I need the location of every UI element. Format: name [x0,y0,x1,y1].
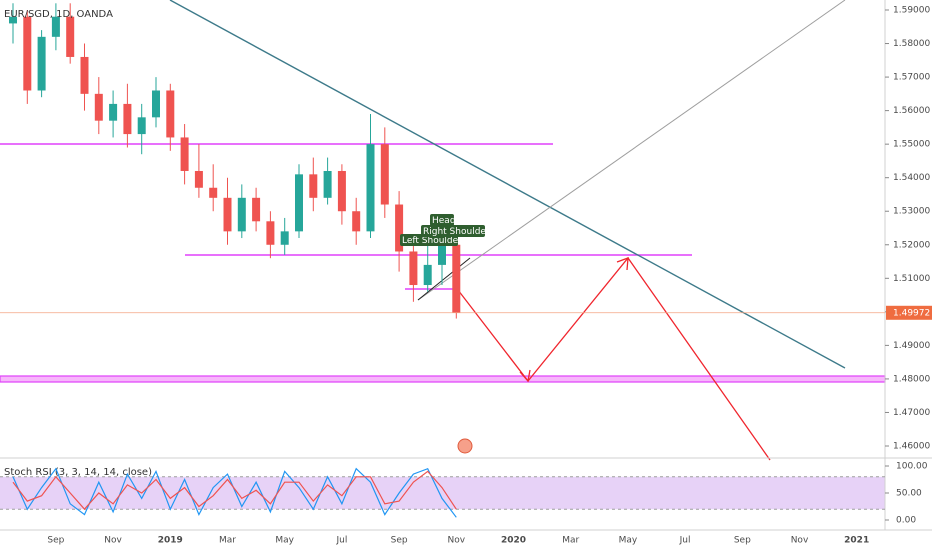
y-tick-label: 1.56000 [893,106,930,116]
x-tick-label: Nov [791,536,809,546]
candle-body [194,170,203,188]
chart-title: EUR/SGD, 1D, OANDA [4,9,113,20]
candle-body [223,197,232,232]
candle-body [423,264,432,286]
stoch-band [0,476,885,510]
x-tick-label: 2021 [844,536,869,546]
y-tick-label: 1.46000 [893,442,930,452]
candle-body [395,204,404,252]
candle-body [80,56,89,94]
y-tick-label: 1.57000 [893,73,930,83]
annotation-box [430,214,454,226]
candle-body [109,103,118,121]
y-tick-label: 1.51000 [893,274,930,284]
wedge-line [417,257,471,301]
candle-body [438,244,446,265]
candle-body [252,197,261,222]
x-tick-label: Sep [734,536,751,546]
candle-body [237,197,246,232]
y-tick-label: 1.48000 [893,374,930,384]
projection-path [457,256,771,461]
last-price-label: 1.49972 [893,308,930,318]
support-zone [0,375,886,383]
indicator-title: Stoch RSI (3, 3, 14, 14, close) [4,467,152,478]
candle-body [209,187,218,198]
y-tick-label: 1.54000 [893,173,930,183]
candle-body [94,93,103,121]
candle-body [452,244,461,313]
y-tick-label: 100.00 [896,462,928,472]
x-tick-label: Nov [448,536,466,546]
annotation: Right Shoulder [423,227,490,237]
stoch-line [12,470,457,511]
x-tick-label: Mar [562,536,579,546]
x-tick-label: Sep [47,536,64,546]
arrowhead [519,369,531,383]
x-tick-label: 2019 [158,536,183,546]
y-tick-label: 1.55000 [893,140,930,150]
x-tick-label: May [275,536,294,546]
y-tick-label: 1.52000 [893,240,930,250]
candle-body [380,144,389,205]
y-tick-label: 1.49000 [893,341,930,351]
candle-body [180,137,189,171]
candle-body [9,16,17,24]
candle-body [337,170,346,212]
y-tick-label: 1.53000 [893,207,930,217]
candle-body [51,16,60,37]
last-price-box [886,305,932,320]
candle-body [295,174,303,232]
stoch-line [12,467,457,518]
x-tick-label: 2020 [501,536,526,546]
candle-body [309,174,318,198]
annotation: Left Shoulder [402,236,462,246]
annotations: Left Shoulder Head Right Shoulder [400,214,490,246]
candle-body [123,103,132,135]
y-tick-label: 1.59000 [893,6,930,16]
y-tick-label: 1.47000 [893,408,930,418]
candle-body [137,117,146,135]
candle-body [37,36,46,91]
candle-body [323,170,332,198]
x-tick-label: Jul [335,536,347,546]
arrowhead [616,257,629,271]
x-tick-label: Mar [219,536,236,546]
candle-body [366,144,375,232]
trendline [169,0,846,369]
candle-body [280,231,289,245]
trendline-gray [417,0,846,301]
y-tick-label: 0.00 [896,516,916,526]
annotation: Head [432,216,456,226]
y-tick-label: 50.00 [896,489,922,499]
x-tick-label: Nov [104,536,122,546]
alert-badge [457,438,473,454]
candle-body [66,16,75,57]
x-tick-label: Sep [391,536,408,546]
candle-body [152,90,160,118]
x-tick-label: May [619,536,638,546]
candles [9,3,461,319]
annotation-box [421,225,485,237]
x-tick-label: Jul [679,536,691,546]
candle-body [409,251,418,286]
candle-body [166,90,175,138]
y-tick-label: 1.58000 [893,39,930,49]
candle-body [266,221,275,245]
candle-body [23,16,32,91]
candle-body [352,211,361,232]
